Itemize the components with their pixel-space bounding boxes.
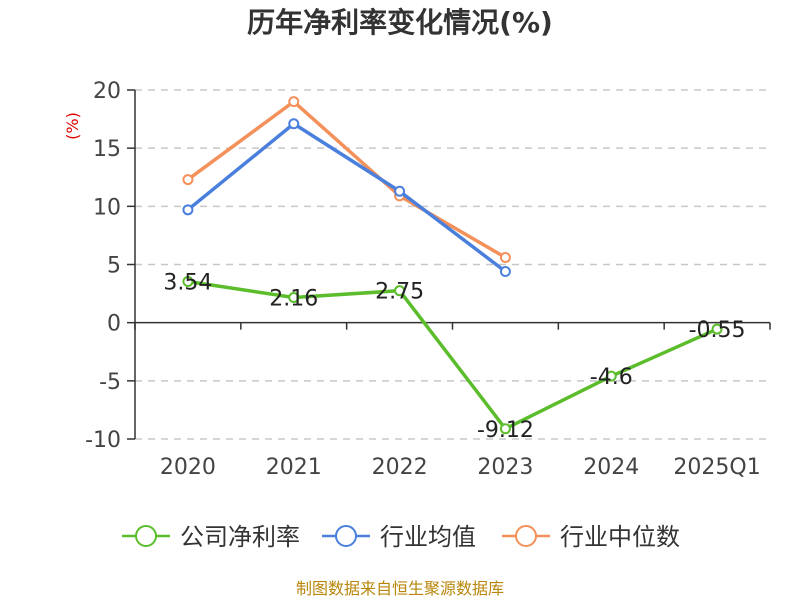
y-tick-label: 20: [93, 79, 121, 104]
data-point: [711, 323, 723, 335]
series-line: [187, 279, 718, 431]
legend-item: 行业中位数: [502, 523, 680, 551]
data-point: [182, 275, 194, 287]
legend-label: 公司净利率: [180, 523, 300, 551]
data-label: -4.6: [590, 365, 633, 390]
data-labels: 3.54 2.16 2.75 -9.12 -4.6 -0.55: [163, 270, 745, 442]
legend-label: 行业中位数: [560, 523, 680, 551]
legend-item: 行业均值: [322, 523, 476, 551]
data-point: [605, 370, 617, 382]
series-line: [186, 99, 507, 260]
x-tick-label: 2022: [372, 455, 428, 480]
data-label: -0.55: [689, 318, 746, 343]
source-note: 制图数据来自恒生聚源数据库: [296, 579, 504, 598]
y-tick-label: -10: [85, 428, 121, 453]
data-point: [288, 96, 300, 108]
x-tick-label: 2023: [477, 455, 533, 480]
y-axis-unit: (%): [63, 112, 82, 140]
y-tick-label: 10: [93, 195, 121, 220]
x-tick-label: 2025Q1: [673, 455, 760, 480]
legend-marker: [135, 525, 157, 547]
data-label: 2.75: [375, 280, 424, 305]
y-tick-label: 15: [93, 137, 121, 162]
data-point: [499, 252, 511, 264]
data-label: -9.12: [477, 418, 534, 443]
y-tick-label: -5: [99, 370, 121, 395]
series-1: [182, 118, 511, 277]
y-tick-label: 5: [107, 254, 121, 279]
series-layer: [182, 96, 723, 435]
data-point: [182, 204, 194, 216]
legend-marker: [335, 525, 357, 547]
data-label: 2.16: [269, 287, 318, 312]
grid-lines: [135, 89, 770, 440]
axes: 20 15 10 5 0 -5 -10 2020 2021 2022 2023 2024 2025Q1: [85, 79, 771, 480]
data-point: [499, 423, 511, 435]
data-point: [182, 174, 194, 186]
series-line: [186, 121, 507, 273]
x-tick-label: 2021: [266, 455, 322, 480]
legend-marker: [515, 525, 537, 547]
x-tick-label: 2024: [583, 455, 639, 480]
data-label: 3.54: [163, 270, 212, 295]
legend-label: 行业均值: [380, 523, 476, 551]
data-point: [394, 285, 406, 297]
data-point: [394, 185, 406, 197]
data-point: [288, 292, 300, 304]
data-point: [499, 265, 511, 277]
x-tick-label: 2020: [160, 455, 216, 480]
series-0: [182, 275, 723, 435]
chart-title: 历年净利率变化情况(%): [247, 6, 553, 39]
y-tick-label: 0: [107, 312, 121, 337]
legend-item: 公司净利率: [122, 523, 300, 551]
legend: 公司净利率 行业均值 行业中位数: [122, 523, 680, 551]
data-point: [288, 118, 300, 130]
